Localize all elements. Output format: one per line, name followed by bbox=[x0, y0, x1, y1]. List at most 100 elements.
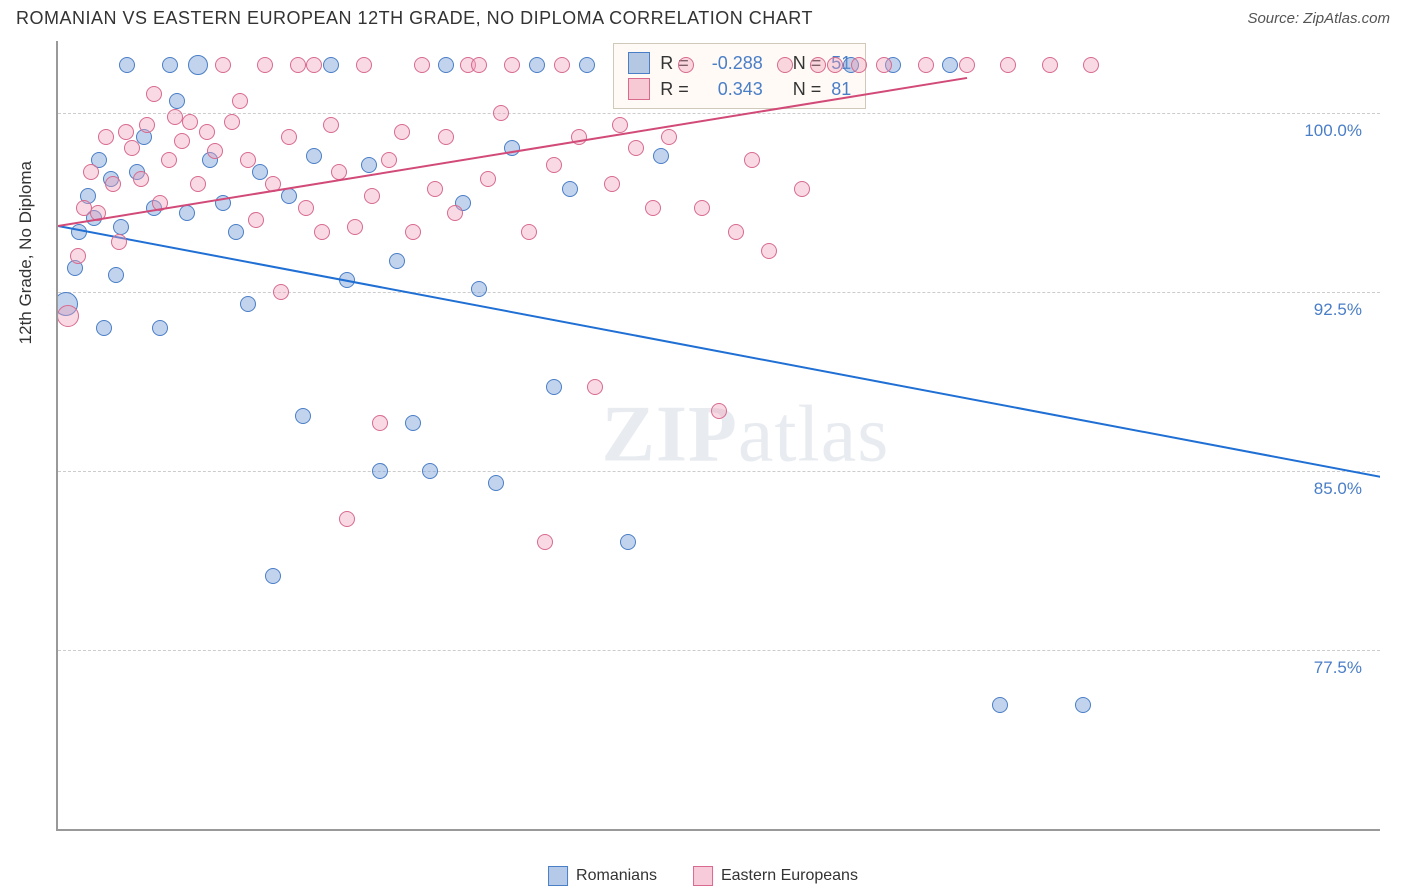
data-point bbox=[232, 93, 248, 109]
data-point bbox=[364, 188, 380, 204]
data-point bbox=[427, 181, 443, 197]
data-point bbox=[162, 57, 178, 73]
gridline bbox=[58, 471, 1380, 472]
data-point bbox=[295, 408, 311, 424]
y-tick-label: 92.5% bbox=[1314, 300, 1362, 320]
data-point bbox=[438, 57, 454, 73]
data-point bbox=[152, 320, 168, 336]
y-axis-label: 12th Grade, No Diploma bbox=[16, 161, 36, 344]
data-point bbox=[645, 200, 661, 216]
data-point bbox=[504, 140, 520, 156]
data-point bbox=[546, 379, 562, 395]
gridline bbox=[58, 292, 1380, 293]
data-point bbox=[133, 171, 149, 187]
data-point bbox=[471, 281, 487, 297]
stat-r-label: R = bbox=[660, 79, 689, 100]
x-tick bbox=[1215, 829, 1216, 831]
data-point bbox=[959, 57, 975, 73]
gridline bbox=[58, 650, 1380, 651]
data-point bbox=[356, 57, 372, 73]
data-point bbox=[810, 57, 826, 73]
data-point bbox=[240, 152, 256, 168]
data-point bbox=[248, 212, 264, 228]
data-point bbox=[290, 57, 306, 73]
data-point bbox=[188, 55, 208, 75]
data-point bbox=[224, 114, 240, 130]
data-point bbox=[546, 157, 562, 173]
data-point bbox=[146, 86, 162, 102]
data-point bbox=[323, 117, 339, 133]
watermark-text: ZIPatlas bbox=[601, 390, 889, 481]
data-point bbox=[372, 463, 388, 479]
y-tick-label: 85.0% bbox=[1314, 479, 1362, 499]
data-point bbox=[298, 200, 314, 216]
data-point bbox=[96, 320, 112, 336]
data-point bbox=[70, 248, 86, 264]
data-point bbox=[471, 57, 487, 73]
data-point bbox=[215, 57, 231, 73]
data-point bbox=[190, 176, 206, 192]
data-point bbox=[761, 243, 777, 259]
data-point bbox=[174, 133, 190, 149]
data-point bbox=[851, 57, 867, 73]
data-point bbox=[711, 403, 727, 419]
data-point bbox=[124, 140, 140, 156]
stats-row: R =0.343N =81 bbox=[628, 76, 851, 102]
data-point bbox=[537, 534, 553, 550]
data-point bbox=[827, 57, 843, 73]
data-point bbox=[339, 511, 355, 527]
data-point bbox=[57, 305, 79, 327]
series-swatch bbox=[628, 78, 650, 100]
data-point bbox=[562, 181, 578, 197]
data-point bbox=[744, 152, 760, 168]
data-point bbox=[620, 534, 636, 550]
stat-r-value: 0.343 bbox=[699, 79, 763, 100]
legend-swatch bbox=[693, 866, 713, 886]
x-tick bbox=[884, 829, 885, 831]
data-point bbox=[604, 176, 620, 192]
data-point bbox=[918, 57, 934, 73]
data-point bbox=[182, 114, 198, 130]
data-point bbox=[228, 224, 244, 240]
data-point bbox=[394, 124, 410, 140]
data-point bbox=[179, 205, 195, 221]
data-point bbox=[876, 57, 892, 73]
data-point bbox=[579, 57, 595, 73]
data-point bbox=[438, 129, 454, 145]
data-point bbox=[98, 129, 114, 145]
data-point bbox=[207, 143, 223, 159]
x-tick bbox=[223, 829, 224, 831]
data-point bbox=[281, 188, 297, 204]
header: ROMANIAN VS EASTERN EUROPEAN 12TH GRADE,… bbox=[0, 0, 1406, 41]
data-point bbox=[521, 224, 537, 240]
data-point bbox=[480, 171, 496, 187]
data-point bbox=[661, 129, 677, 145]
y-tick-label: 100.0% bbox=[1304, 121, 1362, 141]
data-point bbox=[587, 379, 603, 395]
data-point bbox=[372, 415, 388, 431]
legend-item: Romanians bbox=[548, 866, 657, 886]
data-point bbox=[942, 57, 958, 73]
data-point bbox=[118, 124, 134, 140]
data-point bbox=[447, 205, 463, 221]
data-point bbox=[169, 93, 185, 109]
data-point bbox=[529, 57, 545, 73]
data-point bbox=[314, 224, 330, 240]
data-point bbox=[240, 296, 256, 312]
x-tick bbox=[58, 829, 59, 831]
data-point bbox=[414, 57, 430, 73]
legend-item: Eastern Europeans bbox=[693, 866, 858, 886]
data-point bbox=[265, 568, 281, 584]
chart-title: ROMANIAN VS EASTERN EUROPEAN 12TH GRADE,… bbox=[16, 8, 813, 29]
data-point bbox=[777, 57, 793, 73]
legend-label: Eastern Europeans bbox=[721, 867, 858, 885]
data-point bbox=[323, 57, 339, 73]
data-point bbox=[199, 124, 215, 140]
x-tick bbox=[389, 829, 390, 831]
y-tick-label: 77.5% bbox=[1314, 658, 1362, 678]
data-point bbox=[1000, 57, 1016, 73]
data-point bbox=[992, 697, 1008, 713]
data-point bbox=[488, 475, 504, 491]
data-point bbox=[493, 105, 509, 121]
x-tick bbox=[719, 829, 720, 831]
